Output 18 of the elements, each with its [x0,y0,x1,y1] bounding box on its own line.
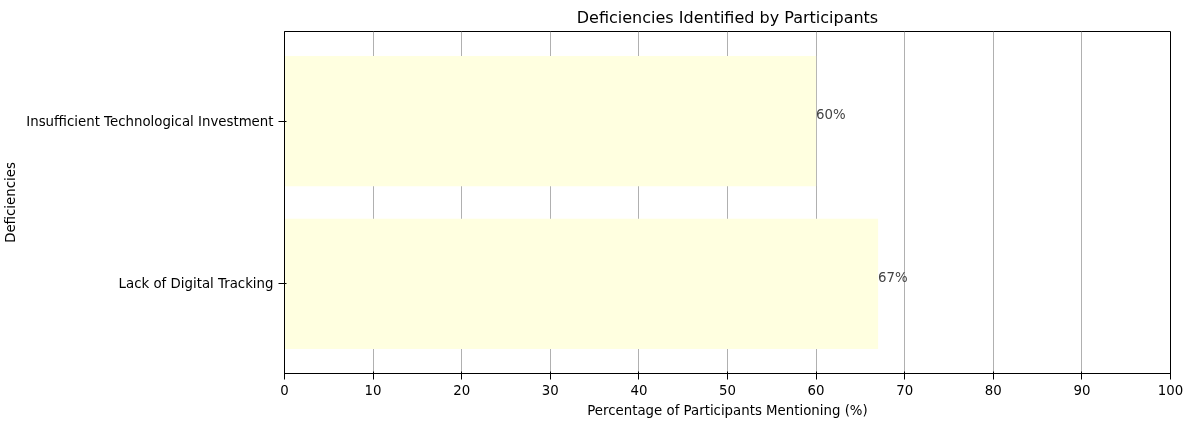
y-tick-label: Lack of Digital Tracking [118,276,274,292]
x-tick-label: 40 [630,382,648,398]
x-tick-label: 30 [541,382,559,398]
x-axis-title: Percentage of Participants Mentioning (%) [587,402,868,418]
data-label: 67% [878,269,908,285]
chart-title: Deficiencies Identified by Participants [576,7,879,27]
x-tick-label: 20 [453,382,471,398]
x-tick-label: 70 [896,382,914,398]
x-tick-label: 100 [1157,382,1184,398]
x-tick-label: 10 [364,382,382,398]
x-tick-label: 80 [984,382,1002,398]
x-tick-label: 90 [1073,382,1091,398]
x-tick-label: 0 [280,382,289,398]
y-axis-title: Deficiencies [3,162,19,243]
y-tick-label: Insufficient Technological Investment [26,113,274,129]
x-tick-label: 50 [719,382,736,398]
data-label: 60% [816,107,846,123]
x-tick-label: 60 [807,382,825,398]
